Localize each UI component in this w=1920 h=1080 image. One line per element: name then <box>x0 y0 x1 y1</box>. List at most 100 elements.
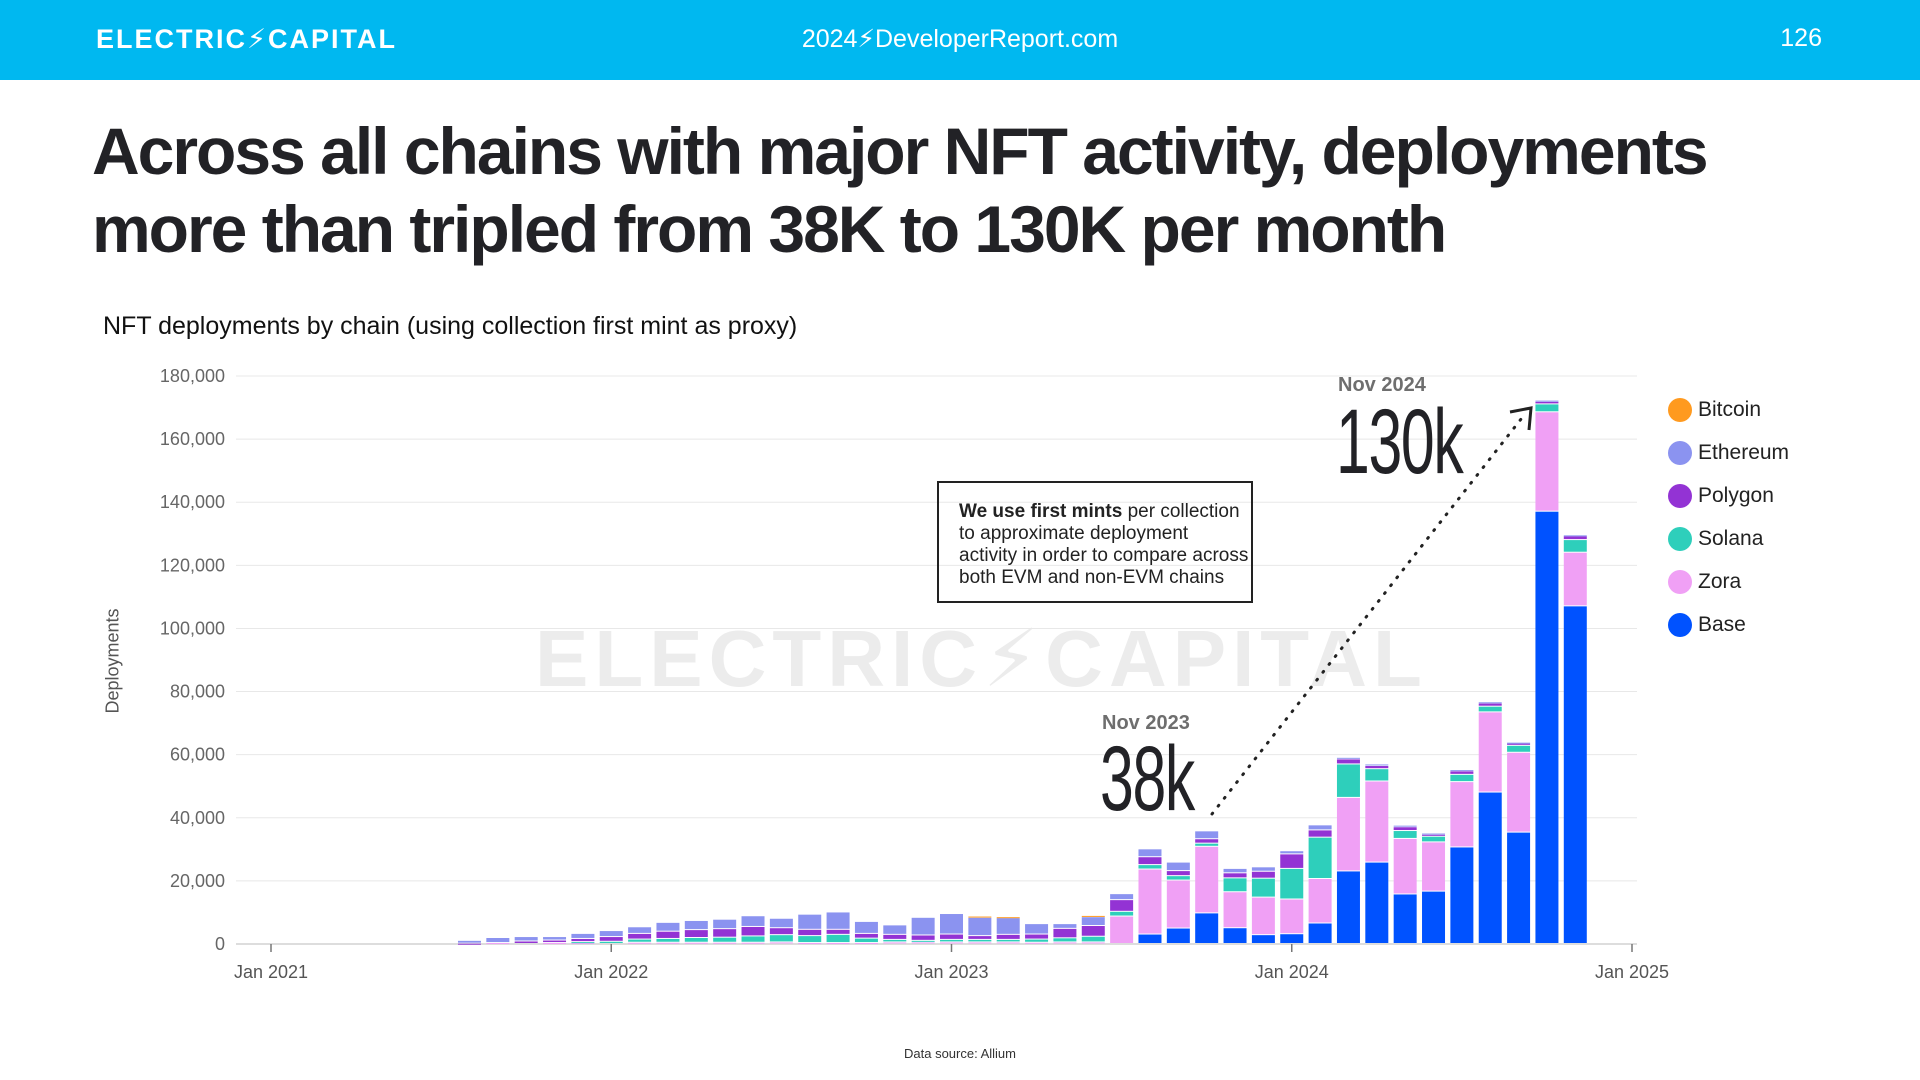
methodology-note: We use first mints per collection to app… <box>937 481 1253 603</box>
legend-label: Solana <box>1698 526 1764 550</box>
bar-segment-zora-2023-08 <box>1110 916 1134 943</box>
bar-segment-solana-2022-02 <box>599 941 623 943</box>
bar-segment-polygon-2023-03 <box>968 936 992 939</box>
bar-segment-solana-2023-05 <box>1025 939 1049 942</box>
bar-segment-polygon-2023-12 <box>1223 873 1247 878</box>
bar-segment-polygon-2022-06 <box>713 929 737 937</box>
bar-segment-polygon-2023-02 <box>940 934 963 939</box>
bar-segment-solana-2022-08 <box>769 935 793 942</box>
bar-segment-ethereum-2022-05 <box>684 920 708 930</box>
legend-label: Polygon <box>1698 483 1774 507</box>
legend-dot-icon <box>1668 612 1692 637</box>
bar-segment-solana-2024-11 <box>1535 404 1559 412</box>
bar-segment-ethereum-2024-10 <box>1507 742 1531 744</box>
y-tick-label: 20,000 <box>170 871 225 891</box>
y-tick-label: 80,000 <box>170 682 225 702</box>
bar-segment-ethereum-2023-01 <box>911 917 935 935</box>
bar-segment-zora-2022-07 <box>741 942 765 944</box>
bar-segment-zora-2024-11 <box>1535 412 1559 511</box>
bar-segment-bitcoin-2023-04 <box>996 917 1020 919</box>
bar-segment-base-2023-12 <box>1223 928 1247 943</box>
bar-segment-solana-2024-06 <box>1393 831 1417 838</box>
legend-item-polygon[interactable]: Polygon <box>1668 474 1789 517</box>
bar-segment-polygon-2022-04 <box>656 931 680 938</box>
y-tick-label: 180,000 <box>160 366 225 386</box>
bar-segment-polygon-2024-05 <box>1365 766 1389 769</box>
bar-segment-zora-2024-10 <box>1507 752 1531 832</box>
bar-segment-zora-2022-06 <box>713 942 737 944</box>
legend-item-solana[interactable]: Solana <box>1668 517 1789 560</box>
note-bold: We use first mints <box>959 501 1123 522</box>
bar-segment-solana-2023-12 <box>1223 878 1247 892</box>
bar-segment-ethereum-2023-11 <box>1195 831 1219 839</box>
x-tick-label: Jan 2024 <box>1255 962 1329 982</box>
bar-segment-solana-2024-03 <box>1308 837 1332 878</box>
x-tick-label: Jan 2023 <box>914 962 988 982</box>
bar-segment-solana-2024-10 <box>1507 745 1531 752</box>
bar-segment-ethereum-2023-02 <box>940 914 963 934</box>
bar-segment-polygon-2024-07 <box>1422 834 1446 836</box>
bar-segment-solana-2023-04 <box>996 939 1020 942</box>
bar-segment-zora-2023-07 <box>1081 942 1105 944</box>
annotation-value-130k: 130k <box>1336 391 1464 493</box>
bar-segment-zora-2023-12 <box>1223 892 1247 928</box>
legend-dot-icon <box>1668 569 1692 594</box>
bar-segment-solana-2022-04 <box>656 938 680 942</box>
legend-label: Bitcoin <box>1698 397 1762 421</box>
bar-segment-zora-2024-08 <box>1450 782 1474 847</box>
bar-segment-polygon-2023-11 <box>1195 839 1219 843</box>
bar-segment-solana-2022-03 <box>628 939 652 942</box>
bar-segment-zora-2023-01 <box>911 942 935 944</box>
bar-segment-polygon-2024-11 <box>1535 401 1559 404</box>
bar-segment-zora-2024-06 <box>1393 838 1417 894</box>
bar-segment-ethereum-2022-08 <box>769 918 793 928</box>
bar-segment-polygon-2021-11 <box>514 941 538 943</box>
bar-segment-base-2024-06 <box>1393 894 1417 943</box>
bar-segment-solana-2024-07 <box>1422 836 1446 842</box>
bar-segment-solana-2023-11 <box>1195 843 1219 846</box>
bar-segment-polygon-2023-10 <box>1166 871 1190 876</box>
bar-segment-solana-2024-09 <box>1478 706 1502 712</box>
legend-item-base[interactable]: Base <box>1668 603 1789 646</box>
bar-segment-ethereum-2023-06 <box>1053 924 1077 928</box>
bar-segment-zora-2022-01 <box>571 943 595 945</box>
x-tick-label: Jan 2021 <box>234 962 308 982</box>
bar-segment-polygon-2023-04 <box>996 934 1020 939</box>
bar-segment-zora-2023-09 <box>1138 869 1162 934</box>
legend-dot-icon <box>1668 397 1692 422</box>
legend-item-zora[interactable]: Zora <box>1668 560 1789 603</box>
bar-segment-base-2023-09 <box>1138 934 1162 943</box>
bar-segment-zora-2022-08 <box>769 942 793 944</box>
bar-segment-base-2024-05 <box>1365 862 1389 943</box>
bar-segment-ethereum-2023-12 <box>1223 868 1247 873</box>
bar-segment-ethereum-2021-11 <box>514 937 538 941</box>
bar-segment-base-2024-03 <box>1308 923 1332 943</box>
bar-segment-polygon-2024-09 <box>1478 703 1502 706</box>
bar-segment-zora-2022-05 <box>684 942 708 944</box>
bar-segment-bitcoin-2023-07 <box>1081 915 1105 917</box>
y-tick-label: 140,000 <box>160 492 225 512</box>
arrow-head-icon <box>1509 406 1533 431</box>
bar-segment-base-2024-09 <box>1478 792 1502 943</box>
bar-segment-polygon-2021-12 <box>543 940 567 943</box>
bar-segment-polygon-2022-05 <box>684 930 708 938</box>
report-url[interactable]: 2024⚡DeveloperReport.com <box>801 25 1119 53</box>
x-tick-label: Jan 2025 <box>1595 962 1669 982</box>
bar-segment-zora-2024-07 <box>1422 842 1446 891</box>
bar-segment-ethereum-2023-09 <box>1138 849 1162 857</box>
bar-segment-solana-2022-07 <box>741 936 765 942</box>
bar-segment-zora-2023-04 <box>996 942 1020 944</box>
legend-item-bitcoin[interactable]: Bitcoin <box>1668 388 1789 431</box>
legend-item-ethereum[interactable]: Ethereum <box>1668 431 1789 474</box>
y-tick-label: 120,000 <box>160 555 225 575</box>
bar-segment-ethereum-2024-11 <box>1535 400 1559 402</box>
annotation-date-nov-2024: Nov 2024 <box>1338 374 1426 396</box>
bar-segment-ethereum-2023-10 <box>1166 862 1190 871</box>
bar-segment-ethereum-2024-03 <box>1308 825 1332 830</box>
bar-segment-solana-2022-06 <box>713 937 737 942</box>
note-text: per collection to approximate deployment… <box>959 501 1249 588</box>
bar-segment-ethereum-2022-11 <box>854 921 878 933</box>
bar-segment-zora-2024-02 <box>1280 899 1304 934</box>
bar-segment-polygon-2022-11 <box>854 933 878 938</box>
page-title: Across all chains with major NFT activit… <box>92 114 1709 266</box>
